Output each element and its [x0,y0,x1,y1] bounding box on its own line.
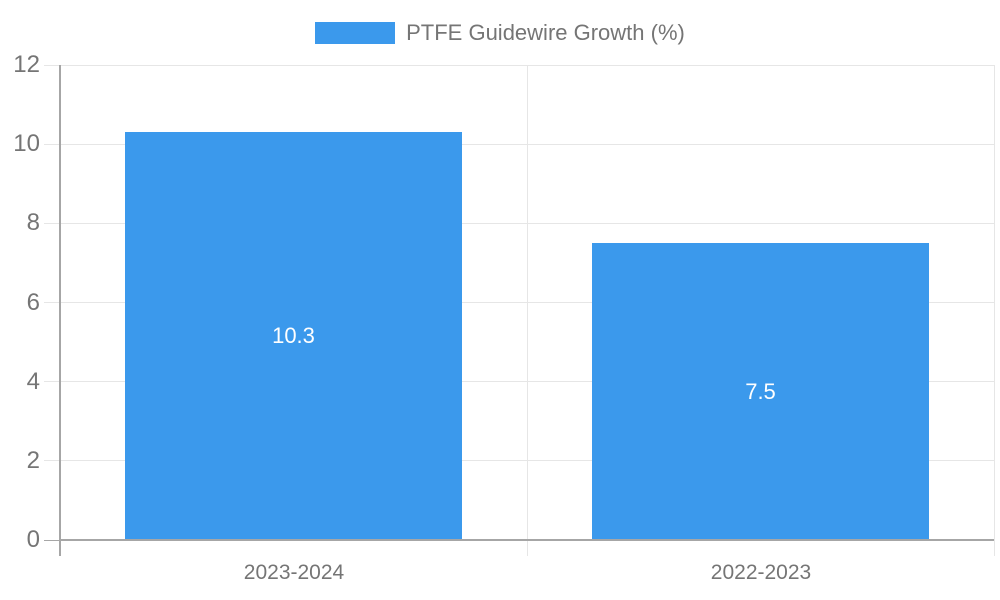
y-axis-label: 6 [26,288,40,316]
y-axis-tick [44,539,60,541]
gridline-vertical [526,65,528,540]
y-axis-label: 8 [26,209,40,237]
y-axis-label: 2 [26,446,40,474]
legend[interactable]: PTFE Guidewire Growth (%) [0,20,1000,46]
y-axis-tick [44,222,60,224]
y-axis-tick [44,381,60,383]
y-axis-tick [44,460,60,462]
bar[interactable] [125,132,462,540]
y-axis-label: 10 [13,130,40,158]
y-axis-label: 4 [26,367,40,395]
y-axis-tick [44,143,60,145]
y-axis-tick [44,64,60,66]
x-axis-line [60,539,994,541]
y-axis-label: 12 [13,51,40,78]
legend-label: PTFE Guidewire Growth (%) [406,20,685,45]
x-axis-tick [993,540,995,556]
gridline-vertical [993,65,995,540]
bar-value-label: 7.5 [745,378,776,404]
x-axis-label: 2022-2023 [710,561,812,584]
bar[interactable] [592,243,929,540]
x-axis-label: 2023-2024 [243,561,345,584]
y-axis-line [59,65,61,556]
bar-value-label: 10.3 [272,323,315,349]
y-axis-label: 0 [26,526,40,553]
y-axis-tick [44,302,60,303]
x-axis-tick [526,540,528,556]
legend-swatch-icon [315,22,396,44]
